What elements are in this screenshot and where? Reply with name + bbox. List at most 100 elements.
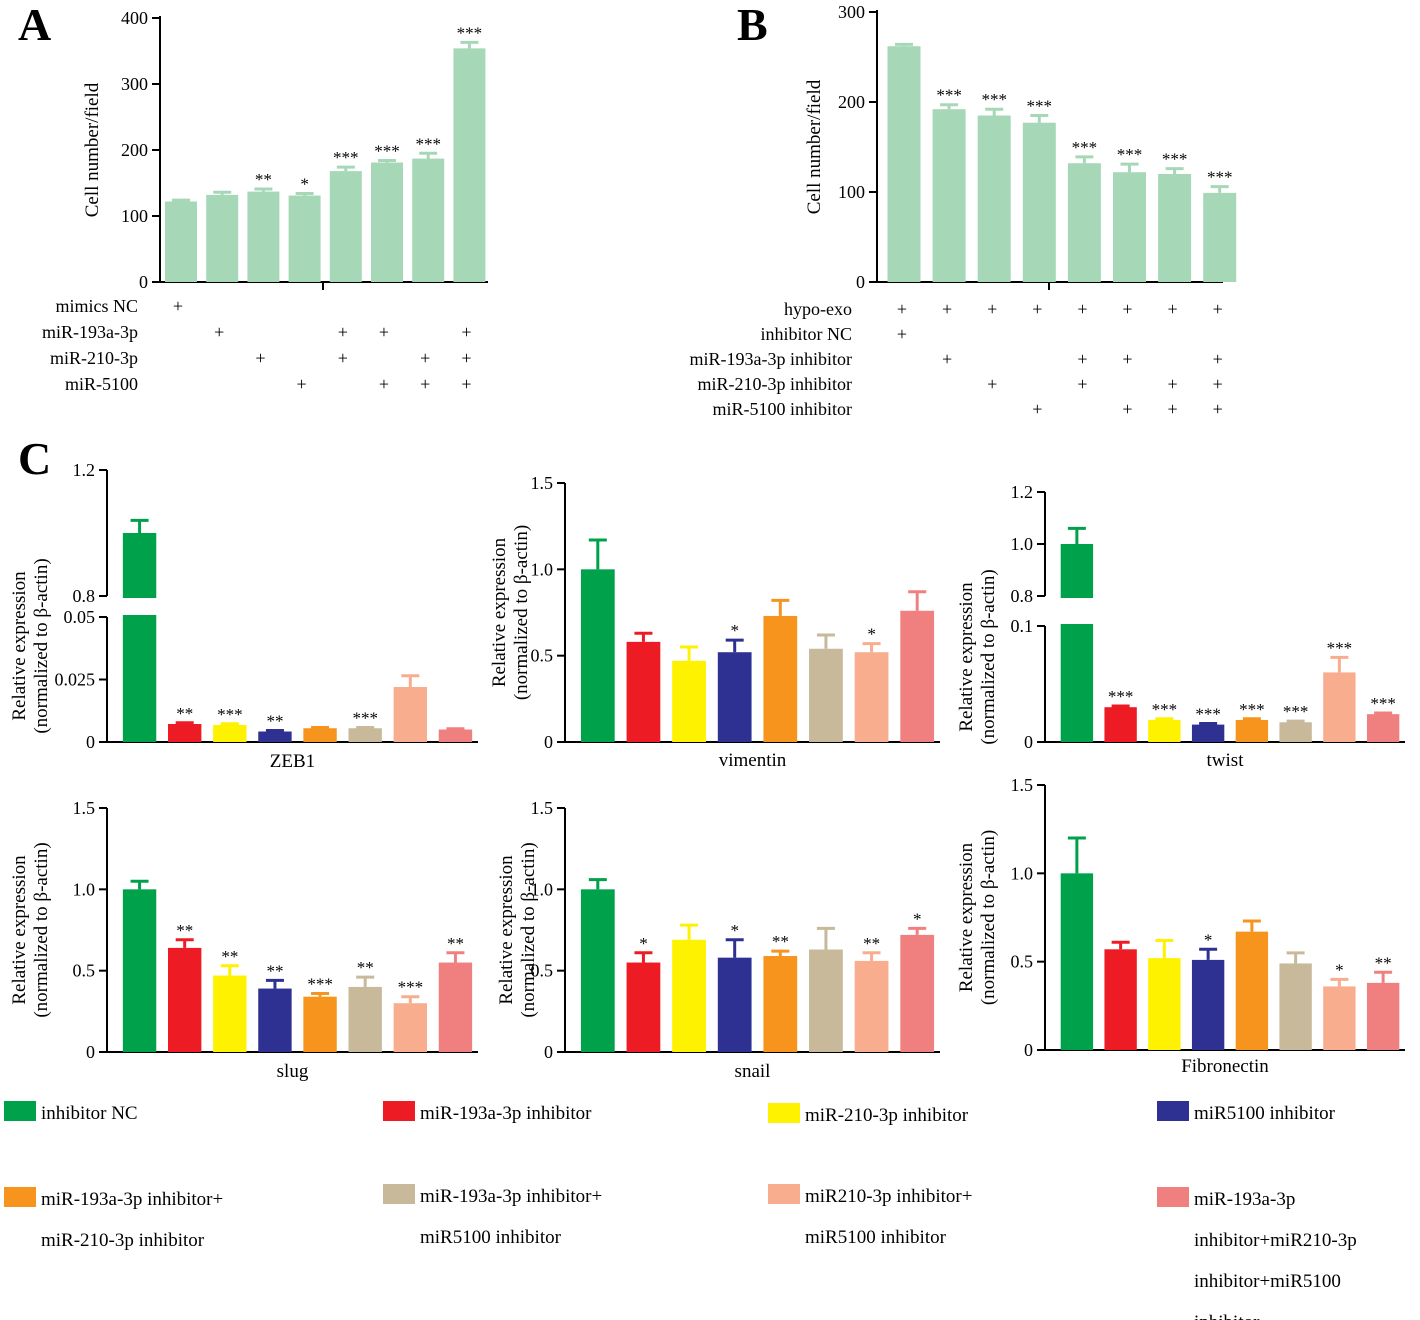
y-axis-label: Cell number/field (804, 79, 825, 214)
condition-label: miR-210-3p inhibitor (698, 374, 853, 394)
condition-plus: + (1032, 399, 1042, 419)
legend-label: inhibitor (1194, 1312, 1260, 1320)
legend-swatch (1157, 1187, 1189, 1207)
bar (580, 569, 615, 742)
bar (1323, 672, 1356, 742)
condition-label: miR-5100 inhibitor (713, 399, 853, 419)
significance-mark: ** (176, 704, 193, 723)
significance-mark: *** (1195, 704, 1221, 723)
y-axis-label-line1: Relative expression (9, 571, 30, 721)
significance-mark: *** (374, 142, 400, 161)
bar (247, 191, 280, 282)
bar (1148, 958, 1181, 1050)
bar (854, 652, 889, 742)
bar (717, 957, 752, 1052)
condition-plus: + (461, 348, 471, 368)
condition-plus: + (1032, 299, 1042, 319)
condition-label: miR-210-3p (50, 348, 138, 368)
condition-plus: + (1168, 374, 1178, 394)
y-tick-label: 0.025 (55, 670, 96, 690)
significance-mark: * (1335, 960, 1344, 979)
y-axis-label-line1: Relative expression (496, 855, 517, 1005)
bar (1060, 544, 1094, 742)
legend-label: miR-193a-3p inhibitor (420, 1103, 592, 1124)
condition-plus: + (942, 349, 952, 369)
panel-letter-B: B (737, 0, 768, 50)
condition-label: miR-193a-3p (42, 322, 138, 342)
x-axis-label: twist (1207, 750, 1245, 771)
y-tick-label: 0 (86, 1042, 95, 1062)
y-tick-label: 300 (121, 74, 148, 94)
bar (1366, 714, 1400, 742)
bar (348, 986, 382, 1052)
legend-label: miR-193a-3p inhibitor+ (420, 1186, 602, 1207)
x-axis-label: slug (277, 1061, 309, 1082)
axis-break-gap (95, 598, 175, 615)
legend-label: miR5100 inhibitor (420, 1227, 562, 1248)
bar (1191, 959, 1225, 1050)
bar (1323, 986, 1356, 1050)
significance-mark: ** (176, 921, 193, 940)
bar (1022, 122, 1056, 282)
bar (167, 947, 202, 1052)
bar (453, 48, 486, 282)
significance-mark: ** (772, 932, 789, 951)
bar (122, 889, 157, 1052)
condition-label: inhibitor NC (760, 324, 852, 344)
bar (1279, 722, 1312, 742)
condition-plus: + (461, 374, 471, 394)
bar (626, 641, 661, 742)
y-axis-label-line1: Relative expression (956, 582, 977, 732)
bar (206, 194, 239, 282)
legend-label: miR210-3p inhibitor+ (805, 1186, 972, 1207)
legend-swatch (4, 1101, 36, 1121)
condition-plus: + (1213, 299, 1223, 319)
legend-swatch (4, 1187, 36, 1207)
condition-plus: + (1122, 349, 1132, 369)
bar (258, 731, 292, 742)
y-tick-label: 1.5 (1011, 775, 1034, 795)
bar (900, 934, 935, 1052)
y-tick-label: 1.0 (73, 879, 96, 899)
significance-mark: *** (415, 134, 441, 153)
bar (288, 195, 321, 282)
condition-plus: + (338, 322, 348, 342)
condition-plus: + (1077, 374, 1087, 394)
y-tick-label: 1.2 (1011, 482, 1034, 502)
y-tick-label: 1.2 (73, 460, 96, 480)
bar (717, 652, 752, 742)
bar (371, 162, 403, 282)
condition-plus: + (1213, 399, 1223, 419)
condition-label: miR-5100 (65, 374, 138, 394)
legend-swatch (768, 1184, 800, 1204)
bar (977, 115, 1011, 282)
bar (672, 939, 706, 1052)
bar (1366, 982, 1400, 1050)
y-tick-label: 0 (86, 732, 95, 752)
y-tick-label: 0.8 (1011, 586, 1034, 606)
y-tick-label: 0 (544, 1042, 553, 1062)
y-tick-label: 1.0 (1011, 863, 1034, 883)
condition-plus: + (297, 374, 307, 394)
condition-plus: + (214, 322, 224, 342)
bar (1235, 719, 1269, 742)
bar (1235, 931, 1269, 1050)
condition-label: miR-193a-3p inhibitor (690, 349, 852, 369)
significance-mark: *** (981, 90, 1007, 109)
bar (165, 201, 197, 282)
y-tick-label: 1.5 (73, 798, 96, 818)
condition-plus: + (1168, 299, 1178, 319)
significance-mark: *** (1239, 700, 1265, 719)
y-tick-label: 400 (121, 8, 148, 28)
bar (887, 46, 921, 283)
legend-label: miR-193a-3p inhibitor+ (41, 1189, 223, 1210)
panel-letter-A: A (18, 0, 51, 50)
y-tick-label: 0 (139, 272, 148, 292)
bar (1104, 707, 1137, 742)
significance-mark: ** (357, 958, 374, 977)
y-tick-label: 0.8 (73, 586, 96, 606)
condition-label: hypo-exo (784, 299, 852, 319)
x-axis-label: Fibronectin (1181, 1056, 1269, 1077)
legend-label: inhibitor+miR5100 (1194, 1271, 1341, 1292)
bar (438, 729, 473, 742)
